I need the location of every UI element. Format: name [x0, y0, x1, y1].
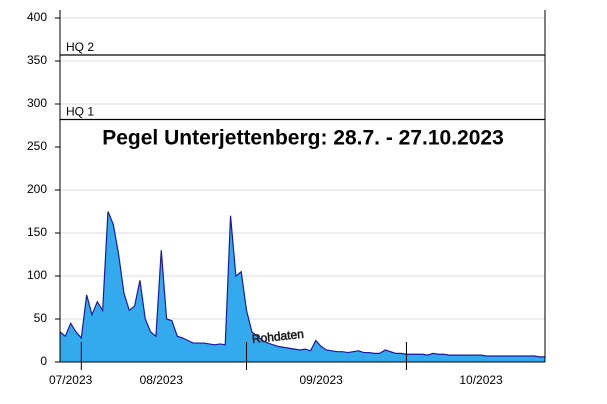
- x-tick-label: 10/2023: [459, 373, 503, 387]
- y-tick-label: 150: [27, 225, 47, 239]
- y-tick-label: 0: [40, 354, 47, 368]
- x-tick-label: 07/2023: [49, 373, 93, 387]
- x-tick-label: 08/2023: [140, 373, 184, 387]
- reference-label: HQ 1: [66, 105, 94, 119]
- reference-label: HQ 2: [66, 40, 94, 54]
- x-tick-label: 09/2023: [299, 373, 343, 387]
- y-tick-label: 300: [27, 96, 47, 110]
- y-tick-label: 50: [34, 311, 48, 325]
- y-tick-label: 200: [27, 182, 47, 196]
- y-tick-label: 350: [27, 53, 47, 67]
- chart-title: Pegel Unterjettenberg: 28.7. - 27.10.202…: [102, 127, 504, 150]
- y-tick-label: 250: [27, 139, 47, 153]
- y-tick-label: 400: [27, 10, 47, 24]
- annotation: Rohdaten: [251, 327, 304, 346]
- title-box: [62, 124, 544, 154]
- area: [60, 211, 545, 362]
- y-tick-label: 100: [27, 268, 47, 282]
- line: [59, 211, 545, 358]
